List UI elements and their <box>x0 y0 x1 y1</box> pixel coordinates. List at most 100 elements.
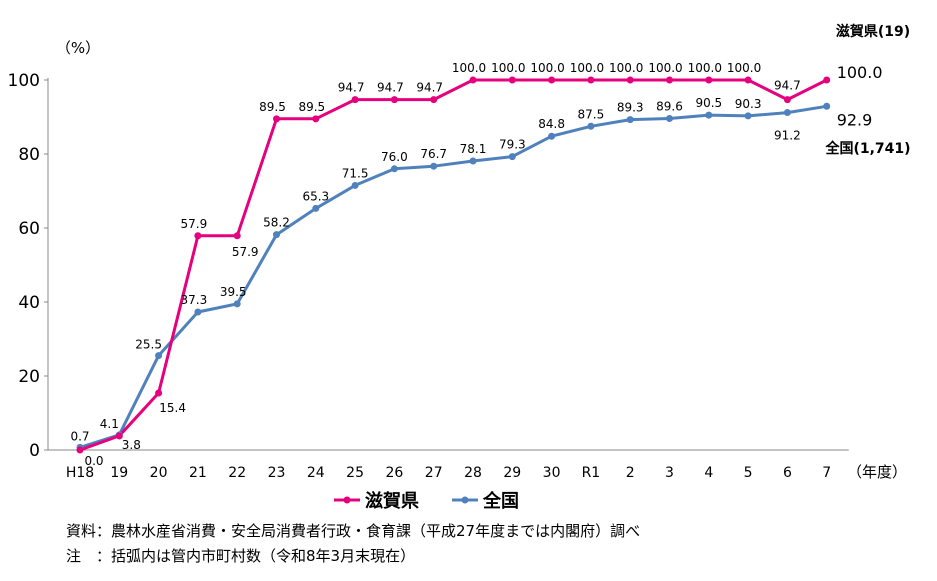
data-point <box>744 76 752 84</box>
data-labels: 0.0 3.8 15.4 57.9 57.9 89.5 89.5 94.7 94.7 94.7 10… <box>70 23 910 468</box>
data-point <box>626 76 634 84</box>
data-label: 57.9 <box>181 217 208 231</box>
data-point <box>666 114 673 122</box>
data-label: 100.0 <box>609 61 643 75</box>
data-point <box>744 112 752 120</box>
x-tick-label: R1 <box>582 465 601 481</box>
data-point <box>705 76 713 84</box>
data-label: 65.3 <box>302 189 329 203</box>
data-point <box>783 109 791 117</box>
data-point <box>155 389 163 397</box>
data-point <box>233 232 241 240</box>
data-point <box>823 76 831 84</box>
data-point <box>783 96 791 104</box>
data-label: 37.3 <box>181 293 208 307</box>
data-label: 58.2 <box>263 216 290 230</box>
source-note: 資料：農林水産省消費・安全局消費者行政・食育課（平成27年度までは内閣府）調べ <box>66 522 641 540</box>
x-tick-label: 29 <box>503 465 521 481</box>
data-label: 94.7 <box>338 81 365 95</box>
data-label: 78.1 <box>460 142 487 156</box>
data-point <box>430 162 438 170</box>
x-tick-label: 21 <box>189 465 207 481</box>
y-tick-label: 100 <box>8 71 40 91</box>
y-tick-label: 40 <box>18 293 40 313</box>
series-line <box>79 104 827 449</box>
data-label: 89.5 <box>298 100 325 114</box>
data-label: 100.0 <box>452 61 486 75</box>
data-label: 100.0 <box>648 61 682 75</box>
y-tick-label: 20 <box>18 367 40 387</box>
y-axis-label: （%） <box>56 39 100 57</box>
data-label: 57.9 <box>232 245 259 259</box>
data-point <box>194 308 202 316</box>
x-axis-label: （年度） <box>847 463 907 481</box>
series-points <box>76 76 831 454</box>
data-label: 89.6 <box>656 99 683 113</box>
x-tick-label: 23 <box>268 465 286 481</box>
y-tick-label: 0 <box>29 441 40 461</box>
data-label: 91.2 <box>774 129 801 143</box>
data-label: 100.0 <box>727 61 761 75</box>
data-label: 100.0 <box>688 61 722 75</box>
x-tick-label: H18 <box>66 465 94 481</box>
data-point <box>823 102 831 110</box>
x-tick-label: 6 <box>783 465 792 481</box>
data-label: 3.8 <box>122 438 141 452</box>
x-tick-label: 28 <box>464 465 482 481</box>
data-label: 100.0 <box>837 63 883 82</box>
data-point <box>666 76 673 84</box>
x-tick-label: 4 <box>704 465 713 481</box>
data-point <box>430 96 438 104</box>
data-point <box>548 132 556 140</box>
series-line <box>79 78 828 452</box>
data-point <box>548 76 556 84</box>
data-point <box>469 76 477 84</box>
data-point <box>273 231 280 239</box>
data-label: 100.0 <box>530 61 564 75</box>
data-point <box>233 300 241 308</box>
data-label: 15.4 <box>159 401 186 415</box>
data-point <box>194 232 202 240</box>
data-point <box>469 157 477 165</box>
x-tick-label: 30 <box>543 465 561 481</box>
data-point <box>390 165 398 173</box>
data-label: 94.7 <box>416 81 443 95</box>
data-label: 100.0 <box>570 61 604 75</box>
legend-marker <box>343 496 351 504</box>
data-label: 39.5 <box>220 285 247 299</box>
data-label: 79.3 <box>499 138 526 152</box>
data-label: 76.0 <box>381 150 408 164</box>
data-point <box>587 122 595 130</box>
data-label: 71.5 <box>342 166 369 180</box>
x-tick-label: 26 <box>385 465 403 481</box>
data-label: 84.8 <box>538 117 565 131</box>
legend-entry: 滋賀県 <box>365 490 419 512</box>
data-point <box>351 181 359 189</box>
data-point <box>705 111 713 119</box>
x-tick-label: 20 <box>150 465 168 481</box>
legend-entry: 全国 <box>482 490 519 512</box>
data-label: 0.7 <box>70 429 89 443</box>
data-label: 90.3 <box>735 97 762 111</box>
data-label: 94.7 <box>377 81 404 95</box>
data-point <box>76 446 84 454</box>
axes <box>44 78 849 451</box>
legend-marker <box>461 496 469 504</box>
legend: 滋賀県 全国 <box>334 490 519 512</box>
x-tick-label: 24 <box>307 465 325 481</box>
data-point <box>390 96 398 104</box>
data-point <box>155 352 163 360</box>
x-tick-label: 3 <box>665 465 674 481</box>
data-label: 92.9 <box>837 110 873 129</box>
data-label: 89.3 <box>617 101 644 115</box>
x-tick-label: 25 <box>346 465 364 481</box>
data-label: 87.5 <box>578 107 605 121</box>
series-lines <box>79 78 828 452</box>
x-tick-label: 2 <box>626 465 635 481</box>
x-tick-label: 19 <box>110 465 128 481</box>
data-label: 76.7 <box>420 147 447 161</box>
data-label: 25.5 <box>135 338 162 352</box>
